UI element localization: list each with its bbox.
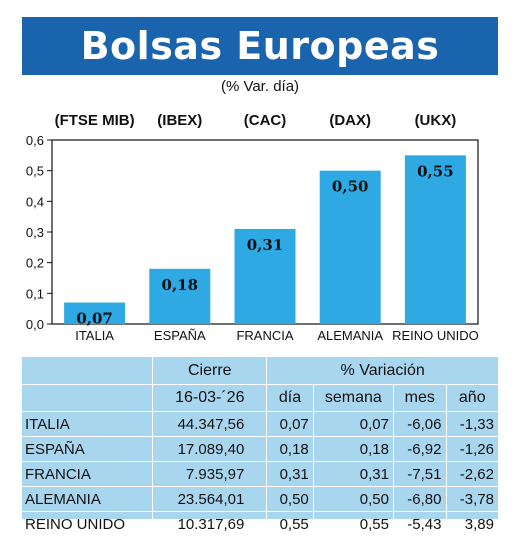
row-name: ITALIA xyxy=(22,412,153,437)
bar-value-label: 0,31 xyxy=(247,236,284,254)
row-cierre: 10.317,69 xyxy=(153,512,267,536)
header-variacion: % Variación xyxy=(267,357,498,385)
y-tick-label: 0,2 xyxy=(26,256,44,271)
y-tick-label: 0,5 xyxy=(26,164,44,179)
x-tick-label: REINO UNIDO xyxy=(392,328,479,343)
y-tick-label: 0,1 xyxy=(26,286,44,301)
row-name: ALEMANIA xyxy=(22,487,153,512)
row-semana: 0,55 xyxy=(313,512,393,536)
row-cierre: 23.564,01 xyxy=(153,487,267,512)
header-semana: semana xyxy=(313,385,393,412)
bar-value-label: 0,50 xyxy=(332,178,369,196)
header-anio: año xyxy=(446,385,498,412)
row-dia: 0,18 xyxy=(267,437,313,462)
row-mes: -7,51 xyxy=(393,462,446,487)
bar-value-label: 0,55 xyxy=(417,162,454,180)
row-semana: 0,31 xyxy=(313,462,393,487)
table-row: ESPAÑA 17.089,40 0,18 0,18 -6,92 -1,26 xyxy=(22,437,498,462)
row-semana: 0,07 xyxy=(313,412,393,437)
index-label: (CAC) xyxy=(244,112,287,129)
quotes-table: Cierre % Variación 16-03-´26 día semana … xyxy=(22,357,498,519)
row-dia: 0,07 xyxy=(267,412,313,437)
table-col-spacer xyxy=(22,385,153,412)
x-tick-label: ALEMANIA xyxy=(317,328,383,343)
index-label: (UKX) xyxy=(415,112,457,129)
row-cierre: 7.935,97 xyxy=(153,462,267,487)
row-dia: 0,55 xyxy=(267,512,313,536)
index-label: (IBEX) xyxy=(157,112,202,129)
index-label: (FTSE MIB) xyxy=(55,112,135,129)
row-anio: -1,33 xyxy=(446,412,498,437)
bar xyxy=(405,155,466,324)
x-tick-label: FRANCIA xyxy=(236,328,293,343)
row-semana: 0,50 xyxy=(313,487,393,512)
x-tick-label: ESPAÑA xyxy=(154,328,206,343)
x-tick-label: ITALIA xyxy=(75,328,114,343)
y-tick-label: 0,4 xyxy=(26,194,44,209)
row-mes: -6,92 xyxy=(393,437,446,462)
table-col-spacer xyxy=(22,357,153,385)
table-row: ITALIA 44.347,56 0,07 0,07 -6,06 -1,33 xyxy=(22,412,498,437)
row-mes: -5,43 xyxy=(393,512,446,536)
row-mes: -6,06 xyxy=(393,412,446,437)
header-dia: día xyxy=(267,385,313,412)
row-anio: -1,26 xyxy=(446,437,498,462)
table-row: FRANCIA 7.935,97 0,31 0,31 -7,51 -2,62 xyxy=(22,462,498,487)
index-label: (DAX) xyxy=(329,112,371,129)
row-name: FRANCIA xyxy=(22,462,153,487)
row-anio: -2,62 xyxy=(446,462,498,487)
row-anio: 3,89 xyxy=(446,512,498,536)
row-name: REINO UNIDO xyxy=(22,512,153,536)
y-tick-label: 0,3 xyxy=(26,225,44,240)
row-name: ESPAÑA xyxy=(22,437,153,462)
row-cierre: 17.089,40 xyxy=(153,437,267,462)
bar-value-label: 0,07 xyxy=(76,310,113,328)
y-tick-label: 0,0 xyxy=(26,317,44,332)
row-dia: 0,50 xyxy=(267,487,313,512)
table-row: REINO UNIDO 10.317,69 0,55 0,55 -5,43 3,… xyxy=(22,512,498,536)
row-anio: -3,78 xyxy=(446,487,498,512)
y-tick-label: 0,6 xyxy=(26,133,44,148)
row-cierre: 44.347,56 xyxy=(153,412,267,437)
header-cierre: Cierre xyxy=(153,357,267,385)
row-dia: 0,31 xyxy=(267,462,313,487)
header-date: 16-03-´26 xyxy=(153,385,267,412)
table-row: ALEMANIA 23.564,01 0,50 0,50 -6,80 -3,78 xyxy=(22,487,498,512)
row-mes: -6,80 xyxy=(393,487,446,512)
row-semana: 0,18 xyxy=(313,437,393,462)
bar-value-label: 0,18 xyxy=(162,276,199,294)
header-mes: mes xyxy=(393,385,446,412)
